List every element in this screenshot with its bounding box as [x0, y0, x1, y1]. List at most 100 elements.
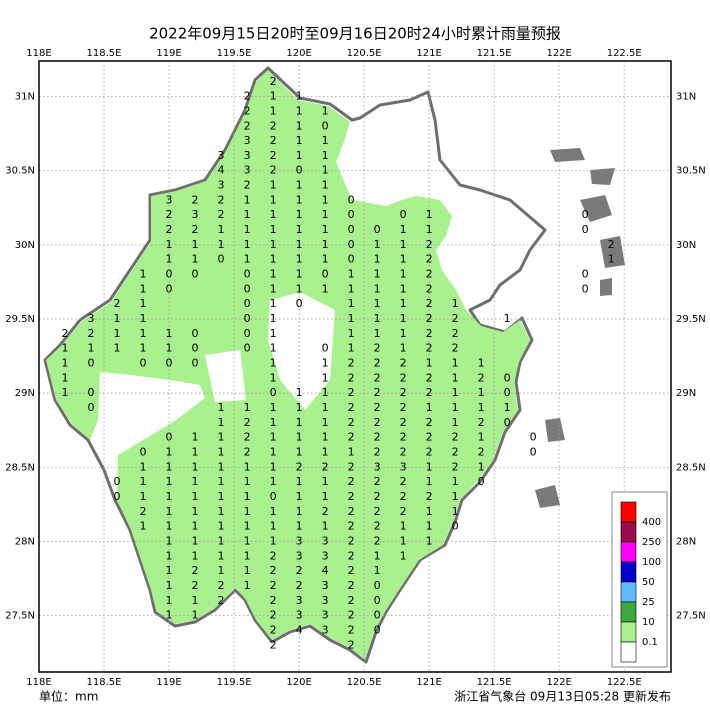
rain-value: 1 [270, 401, 277, 414]
rain-value: 2 [400, 416, 407, 429]
rain-value: 1 [270, 505, 277, 518]
rain-value: 1 [348, 282, 355, 295]
x-tick-label: 122E [546, 677, 571, 688]
rain-value: 2 [166, 208, 173, 221]
rain-value: 2 [452, 446, 459, 459]
rain-value: 2 [270, 549, 277, 562]
rain-value: 0 [582, 282, 589, 295]
rain-value: 2 [374, 534, 381, 547]
rain-value: 2 [270, 119, 277, 132]
x-tick-label: 122.5E [607, 48, 642, 59]
rain-value: 1 [270, 357, 277, 370]
rain-value: 0 [348, 238, 355, 251]
rain-value: 1 [192, 549, 199, 562]
rain-value: 2 [348, 475, 355, 488]
rain-value: 2 [348, 357, 355, 370]
rain-value: 2 [244, 446, 251, 459]
rain-value: 1 [140, 520, 147, 533]
rain-value: 2 [348, 609, 355, 622]
y-tick-label: 28.5N [676, 462, 706, 473]
rain-value: 1 [296, 104, 303, 117]
rain-value: 2 [62, 327, 69, 340]
rain-value: 1 [192, 609, 199, 622]
rain-value: 1 [400, 327, 407, 340]
rain-value: 2 [244, 431, 251, 444]
rain-value: 2 [452, 312, 459, 325]
x-tick-label: 118E [26, 677, 51, 688]
footer: 浙江省气象台 09月13日05:28 更新发布 [454, 689, 671, 704]
rain-value: 1 [270, 253, 277, 266]
rain-value: 1 [452, 490, 459, 503]
y-tick-label: 30.5N [676, 166, 706, 177]
rain-value: 2 [192, 579, 199, 592]
rain-value: 0 [322, 119, 329, 132]
rain-value: 1 [192, 460, 199, 473]
rain-value: 1 [166, 475, 173, 488]
rain-value: 3 [322, 623, 329, 636]
legend-label: 50 [642, 577, 655, 588]
rain-value: 0 [348, 193, 355, 206]
rain-value: 1 [296, 490, 303, 503]
rain-value: 3 [374, 460, 381, 473]
rain-value: 1 [270, 431, 277, 444]
rain-value: 1 [426, 460, 433, 473]
rain-value: 3 [322, 579, 329, 592]
rain-value: 0 [192, 342, 199, 355]
rain-value: 3 [296, 534, 303, 547]
rain-value: 2 [400, 446, 407, 459]
y-tick-label: 30N [15, 240, 35, 251]
rain-value: 1 [296, 520, 303, 533]
rain-value: 2 [348, 623, 355, 636]
rain-value: 1 [296, 386, 303, 399]
rain-value: 0 [478, 475, 485, 488]
rain-value: 1 [218, 520, 225, 533]
rain-value: 2 [426, 297, 433, 310]
rain-value: 2 [244, 90, 251, 103]
x-tick-label: 120.5E [347, 677, 382, 688]
legend-label: 400 [642, 517, 661, 528]
rain-value: 2 [270, 164, 277, 177]
y-tick-label: 27.5N [5, 611, 35, 622]
rain-value: 4 [322, 564, 329, 577]
rain-value: 2 [270, 75, 277, 88]
rain-value: 2 [426, 312, 433, 325]
value-layer: 22 1 12 1 1 12 2 1 03 2 1 13 3 2 1 14 3 2 0 13 2 1 1 13 2 2 1 1 1 1 02… [62, 75, 615, 652]
y-tick-label: 31N [676, 92, 696, 103]
rain-value: 0 [348, 208, 355, 221]
rain-value: 1 [348, 312, 355, 325]
rain-value: 2 [478, 416, 485, 429]
rain-value: 1 [192, 238, 199, 251]
rain-value: 2 [374, 475, 381, 488]
rain-value: 2 [426, 416, 433, 429]
rain-value: 1 [400, 282, 407, 295]
rain-value: 2 [348, 638, 355, 651]
rain-value: 3 [244, 164, 251, 177]
rain-value: 1 [270, 475, 277, 488]
rain-value: 1 [62, 371, 69, 384]
rain-value: 2 [374, 416, 381, 429]
rain-value: 1 [296, 268, 303, 281]
rain-value: 1 [374, 312, 381, 325]
rain-value: 1 [322, 386, 329, 399]
rain-value: 1 [270, 179, 277, 192]
rain-value: 0 [400, 208, 407, 221]
rain-value: 1 [244, 549, 251, 562]
rain-value: 1 [400, 238, 407, 251]
rain-value: 0 [166, 268, 173, 281]
legend-swatch [620, 501, 637, 523]
rain-value: 1 [62, 357, 69, 370]
rain-value: 2 [426, 342, 433, 355]
rain-value: 2 [114, 297, 121, 310]
rain-value: 1 [218, 549, 225, 562]
rain-value: 2 [140, 505, 147, 518]
rain-value: 2 [192, 564, 199, 577]
x-tick-label: 120.5E [347, 48, 382, 59]
rain-value: 2 [400, 386, 407, 399]
rain-value: 2 [348, 594, 355, 607]
legend-swatch [620, 641, 637, 663]
rain-value: 1 [166, 549, 173, 562]
rain-value: 1 [452, 357, 459, 370]
rain-value: 3 [296, 609, 303, 622]
rain-value: 0 [530, 446, 537, 459]
rain-value: 0 [270, 490, 277, 503]
